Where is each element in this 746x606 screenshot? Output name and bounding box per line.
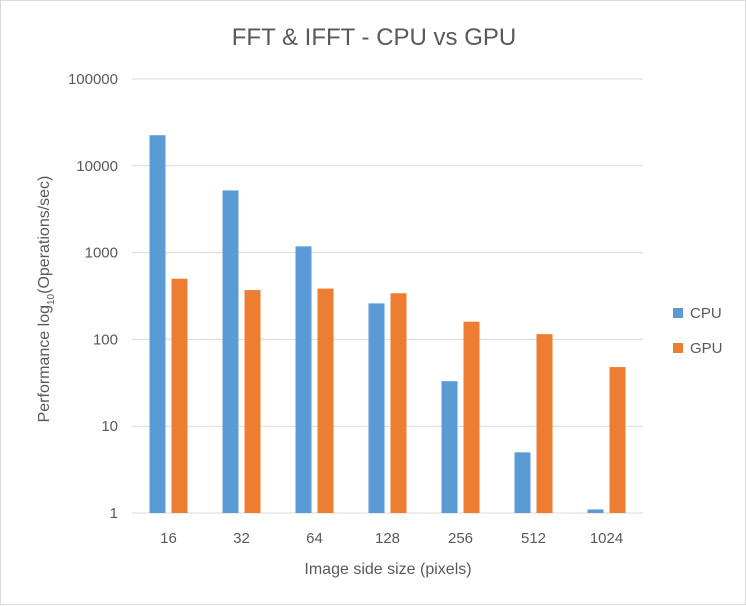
bar-cpu-32 xyxy=(222,190,239,513)
x-tick-label: 128 xyxy=(375,530,400,547)
bar-cpu-512 xyxy=(514,452,531,513)
y-tick-label: 100000 xyxy=(68,71,118,88)
bar-gpu-128 xyxy=(390,293,407,513)
y-axis-label-main: Performance log xyxy=(36,305,53,422)
bar-cpu-1024 xyxy=(587,509,604,513)
x-axis-label: Image side size (pixels) xyxy=(304,561,471,578)
legend: CPU GPU xyxy=(673,305,723,357)
x-tick-label: 256 xyxy=(448,530,473,547)
bar-cpu-16 xyxy=(149,135,166,513)
x-tick-labels: 16 32 64 128 256 512 1024 xyxy=(160,530,623,547)
legend-swatch-cpu xyxy=(673,308,683,318)
bars xyxy=(149,135,626,513)
legend-swatch-gpu xyxy=(673,343,683,353)
bar-cpu-128 xyxy=(368,303,385,513)
bar-cpu-64 xyxy=(295,246,312,513)
legend-label-gpu: GPU xyxy=(690,340,723,357)
legend-label-cpu: CPU xyxy=(690,305,722,322)
bar-gpu-512 xyxy=(536,334,553,513)
y-tick-label: 100 xyxy=(93,331,118,348)
y-tick-label: 1 xyxy=(110,505,118,522)
x-tick-label: 1024 xyxy=(590,530,623,547)
y-tick-label: 10000 xyxy=(76,158,118,175)
x-tick-label: 64 xyxy=(306,530,323,547)
y-axis-label-tail: (Operations/sec) xyxy=(36,176,53,294)
x-tick-label: 16 xyxy=(160,530,177,547)
bar-cpu-256 xyxy=(441,381,458,513)
bar-gpu-256 xyxy=(463,321,480,513)
x-tick-label: 32 xyxy=(233,530,250,547)
chart-title: FFT & IFFT - CPU vs GPU xyxy=(232,24,516,51)
x-tick-label: 512 xyxy=(521,530,546,547)
y-tick-labels: 1 10 100 1000 10000 100000 xyxy=(68,71,118,522)
bar-gpu-64 xyxy=(317,288,334,513)
bar-gpu-32 xyxy=(244,290,261,513)
gridlines xyxy=(132,78,643,514)
y-tick-label: 1000 xyxy=(85,245,118,262)
y-tick-label: 10 xyxy=(101,418,118,435)
y-axis-label: Performance log10(Operations/sec) xyxy=(36,176,57,423)
bar-gpu-16 xyxy=(171,278,188,513)
bar-gpu-1024 xyxy=(609,367,626,513)
y-axis-label-subscript: 10 xyxy=(46,293,57,305)
